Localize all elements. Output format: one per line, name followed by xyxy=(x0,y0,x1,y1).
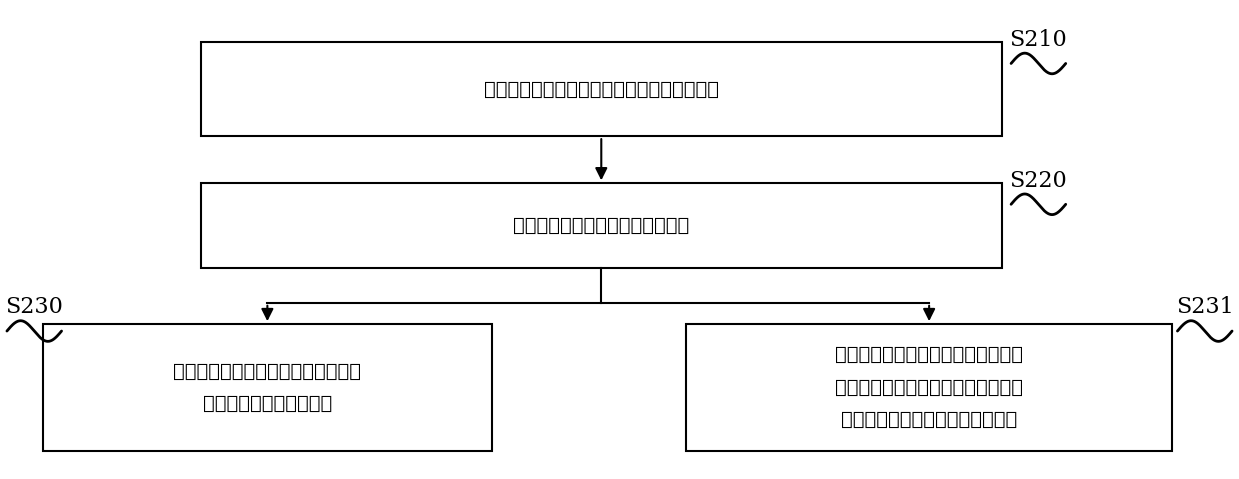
Text: 获取蓄电池放电到预设容量时的电池单体电压: 获取蓄电池放电到预设容量时的电池单体电压 xyxy=(483,80,719,99)
Bar xyxy=(201,42,1002,136)
Text: 电池单体电压和预设电压进行比较: 电池单体电压和预设电压进行比较 xyxy=(513,216,689,235)
Text: 若蓄电池中存在单体电压小于预设电
压，则确定蓄电池不合格: 若蓄电池中存在单体电压小于预设电 压，则确定蓄电池不合格 xyxy=(173,362,362,413)
Bar xyxy=(201,183,1002,268)
Text: S210: S210 xyxy=(1010,29,1067,51)
Text: 若蓄电池中单体电压均大于或等于预
设电压，则将单体电压和历史单体电
压进行比较，获取蓄电池健康状况: 若蓄电池中单体电压均大于或等于预 设电压，则将单体电压和历史单体电 压进行比较，… xyxy=(835,345,1023,429)
Bar xyxy=(42,324,492,451)
Bar xyxy=(686,324,1172,451)
Text: S220: S220 xyxy=(1010,170,1067,192)
Text: S231: S231 xyxy=(1176,297,1234,319)
Text: S230: S230 xyxy=(5,297,63,319)
